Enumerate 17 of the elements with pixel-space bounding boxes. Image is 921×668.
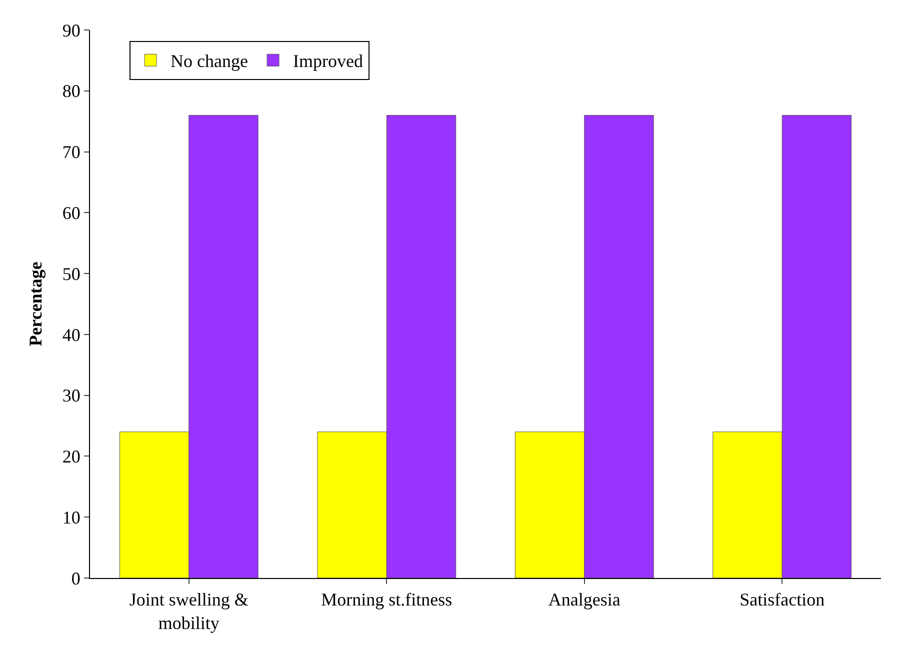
x-tick-label: Morning st.fitness <box>321 590 452 610</box>
y-tick-label: 70 <box>62 142 80 162</box>
legend-label: No change <box>170 51 248 72</box>
y-tick-label: 50 <box>62 264 80 284</box>
y-tick-label: 30 <box>62 386 80 406</box>
x-tick-label: Analgesia <box>548 590 620 610</box>
legend-label: Improved <box>293 51 364 72</box>
y-tick-label: 0 <box>71 568 80 588</box>
y-tick-label: 80 <box>62 81 80 102</box>
y-tick-label: 20 <box>62 446 80 467</box>
y-tick-label: 10 <box>62 507 80 528</box>
y-axis-title: Percentage <box>26 262 46 346</box>
y-tick-label: 40 <box>62 324 80 345</box>
x-tick-label: Joint swelling & mobility <box>129 590 248 633</box>
y-tick-label: 90 <box>62 20 80 40</box>
y-tick-label: 60 <box>62 202 80 223</box>
x-tick-label: Satisfaction <box>740 590 825 610</box>
